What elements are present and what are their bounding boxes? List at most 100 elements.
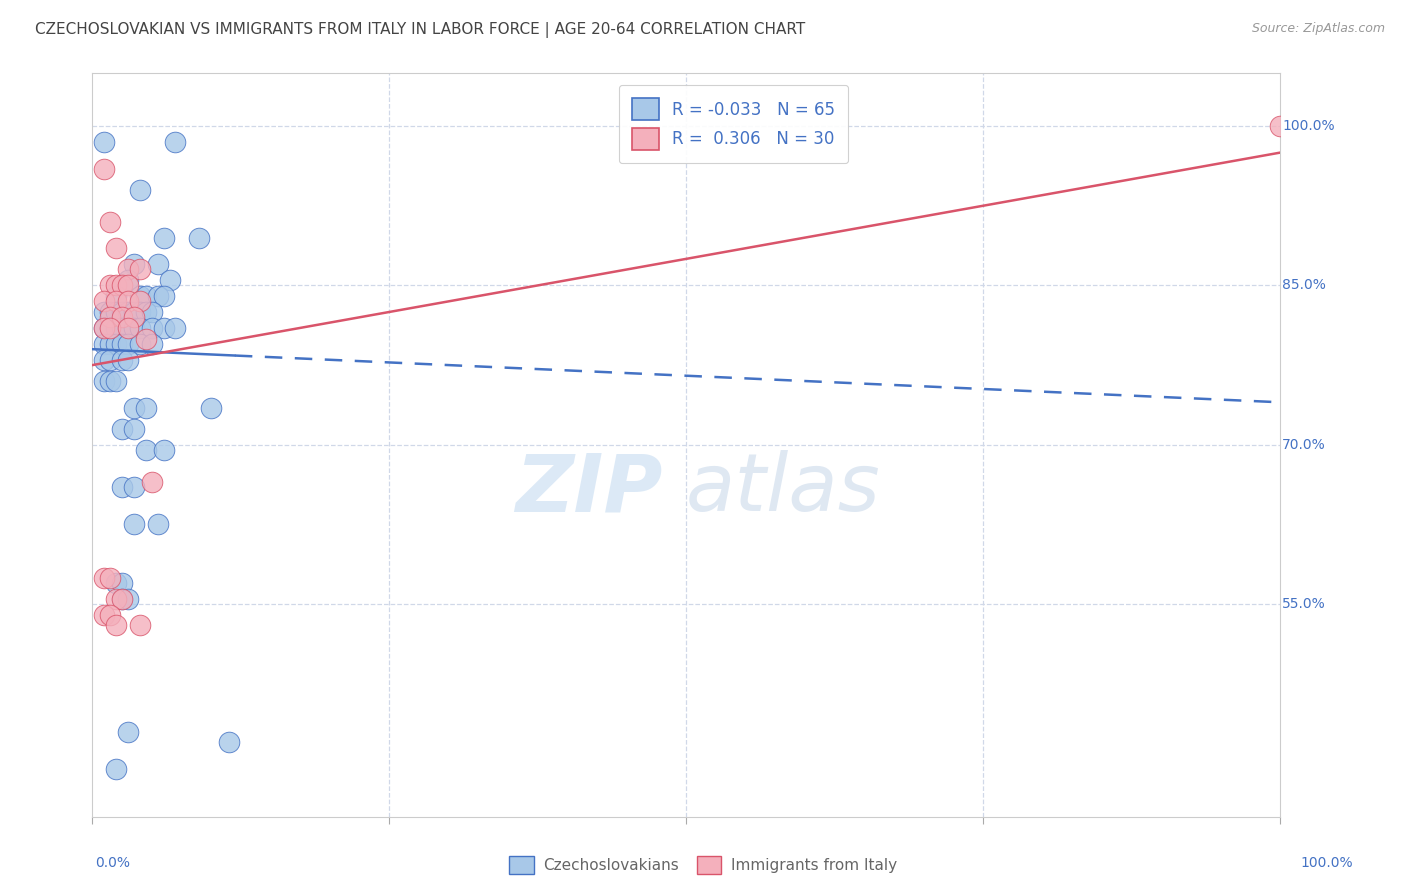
Point xyxy=(135,332,157,346)
Point xyxy=(117,305,139,319)
Point xyxy=(117,321,139,335)
Point xyxy=(111,310,134,325)
Point xyxy=(188,230,211,244)
Point xyxy=(93,352,115,367)
Point xyxy=(117,294,139,309)
Point xyxy=(128,289,150,303)
Point xyxy=(111,305,134,319)
Point xyxy=(98,310,121,325)
Point xyxy=(117,724,139,739)
Point xyxy=(105,321,128,335)
Point xyxy=(135,443,157,458)
Point xyxy=(218,735,240,749)
Point xyxy=(111,480,134,494)
Text: CZECHOSLOVAKIAN VS IMMIGRANTS FROM ITALY IN LABOR FORCE | AGE 20-64 CORRELATION : CZECHOSLOVAKIAN VS IMMIGRANTS FROM ITALY… xyxy=(35,22,806,38)
Point xyxy=(122,310,145,325)
Point xyxy=(111,278,134,293)
Text: Source: ZipAtlas.com: Source: ZipAtlas.com xyxy=(1251,22,1385,36)
Point xyxy=(146,257,169,271)
Point xyxy=(98,215,121,229)
Point xyxy=(105,241,128,255)
Point xyxy=(98,336,121,351)
Point xyxy=(122,257,145,271)
Point xyxy=(128,262,150,277)
Point xyxy=(128,183,150,197)
Text: 55.0%: 55.0% xyxy=(1282,597,1326,611)
Text: 0.0%: 0.0% xyxy=(96,856,131,871)
Point xyxy=(93,321,115,335)
Text: 85.0%: 85.0% xyxy=(1282,278,1326,293)
Point xyxy=(105,618,128,632)
Point xyxy=(111,591,134,606)
Point xyxy=(93,374,115,388)
Point xyxy=(98,374,121,388)
Point xyxy=(128,618,150,632)
Point xyxy=(117,273,139,287)
Point xyxy=(111,422,134,436)
Point xyxy=(122,321,145,335)
Point xyxy=(122,517,145,532)
Point xyxy=(98,607,121,622)
Point xyxy=(98,305,121,319)
Point xyxy=(146,517,169,532)
Point xyxy=(159,273,181,287)
Text: 100.0%: 100.0% xyxy=(1282,120,1334,133)
Point xyxy=(98,352,121,367)
Point xyxy=(105,278,128,293)
Point xyxy=(111,575,134,590)
Point xyxy=(111,591,134,606)
Text: 70.0%: 70.0% xyxy=(1282,438,1326,451)
Point xyxy=(93,305,115,319)
Point xyxy=(165,135,187,149)
Point xyxy=(165,321,187,335)
Point xyxy=(128,321,150,335)
Point xyxy=(93,294,115,309)
Point xyxy=(111,336,134,351)
Point xyxy=(105,305,128,319)
Point xyxy=(128,336,150,351)
Point xyxy=(117,262,139,277)
Point xyxy=(141,321,163,335)
Point xyxy=(98,321,121,335)
Point xyxy=(105,294,128,309)
Point xyxy=(135,289,157,303)
Point xyxy=(122,305,145,319)
Point xyxy=(93,336,115,351)
Point xyxy=(93,607,115,622)
Point xyxy=(141,336,163,351)
Point xyxy=(105,575,128,590)
Point xyxy=(200,401,222,415)
Point xyxy=(93,161,115,176)
Point xyxy=(117,591,139,606)
Point xyxy=(122,480,145,494)
Point xyxy=(98,321,121,335)
Point xyxy=(152,230,174,244)
Point xyxy=(93,570,115,584)
Text: 100.0%: 100.0% xyxy=(1301,856,1353,871)
Point xyxy=(122,401,145,415)
Point xyxy=(105,591,128,606)
Point xyxy=(117,336,139,351)
Point xyxy=(152,321,174,335)
Text: ZIP: ZIP xyxy=(515,450,662,528)
Point xyxy=(152,289,174,303)
Point xyxy=(141,305,163,319)
Text: atlas: atlas xyxy=(686,450,882,528)
Legend: R = -0.033   N = 65, R =  0.306   N = 30: R = -0.033 N = 65, R = 0.306 N = 30 xyxy=(619,85,848,163)
Legend: Czechoslovakians, Immigrants from Italy: Czechoslovakians, Immigrants from Italy xyxy=(503,850,903,880)
Point xyxy=(135,305,157,319)
Point xyxy=(111,321,134,335)
Point xyxy=(98,570,121,584)
Point xyxy=(128,305,150,319)
Point xyxy=(98,278,121,293)
Point xyxy=(105,374,128,388)
Point xyxy=(141,475,163,489)
Point xyxy=(152,443,174,458)
Point xyxy=(1268,119,1291,133)
Point xyxy=(122,422,145,436)
Point xyxy=(117,321,139,335)
Point xyxy=(105,762,128,776)
Point xyxy=(128,294,150,309)
Point xyxy=(117,352,139,367)
Point xyxy=(105,289,128,303)
